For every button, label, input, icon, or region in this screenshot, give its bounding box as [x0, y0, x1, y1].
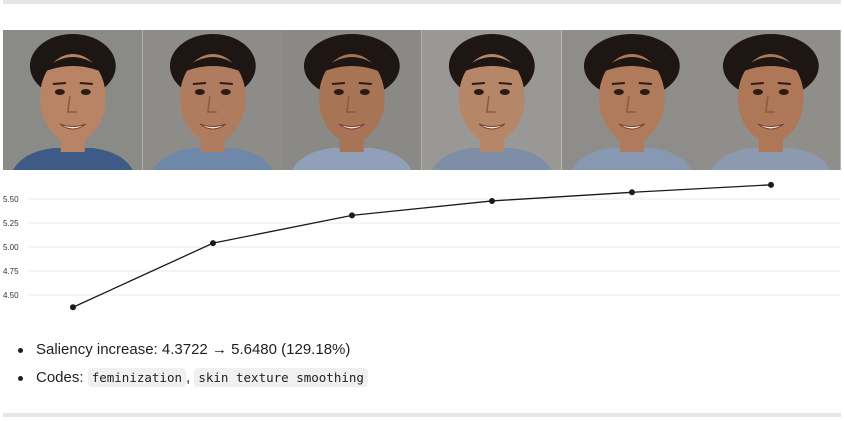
data-point: [210, 240, 216, 247]
codes-label: Codes:: [36, 369, 84, 386]
y-tick-label: 5.50: [3, 195, 19, 204]
y-tick-label: 4.75: [3, 267, 19, 276]
portrait-image: [422, 30, 562, 170]
summary-list: Saliency increase: 4.3722 → 5.6480 (129.…: [16, 336, 368, 392]
face-image-strip: [3, 30, 842, 170]
code-tag: feminization: [87, 368, 187, 387]
series-line: [72, 184, 772, 308]
saliency-line-chart: 4.50 4.75 5.00 5.25 5.50: [3, 181, 840, 311]
bottom-divider: [3, 413, 841, 417]
portrait-image: [561, 30, 702, 170]
top-divider: [3, 0, 841, 4]
codes-bullet: Codes: feminization, skin texture smooth…: [16, 364, 368, 392]
data-point: [768, 181, 774, 188]
saliency-bullet: Saliency increase: 4.3722 → 5.6480 (129.…: [16, 336, 368, 364]
data-point: [629, 189, 635, 196]
data-point: [349, 212, 355, 219]
y-tick-label: 5.25: [3, 219, 19, 228]
saliency-text: Saliency increase: 4.3722 → 5.6480 (129.…: [36, 341, 351, 358]
portrait-image: [282, 30, 423, 170]
portrait-image: [701, 30, 842, 170]
y-tick-label: 4.50: [3, 291, 19, 300]
portrait-image: [3, 30, 143, 170]
code-separator: ,: [186, 369, 191, 386]
data-point: [70, 304, 76, 311]
code-tag: skin texture smoothing: [194, 368, 368, 387]
data-point: [489, 197, 495, 204]
y-tick-label: 5.00: [3, 243, 19, 252]
portrait-image: [142, 30, 283, 170]
